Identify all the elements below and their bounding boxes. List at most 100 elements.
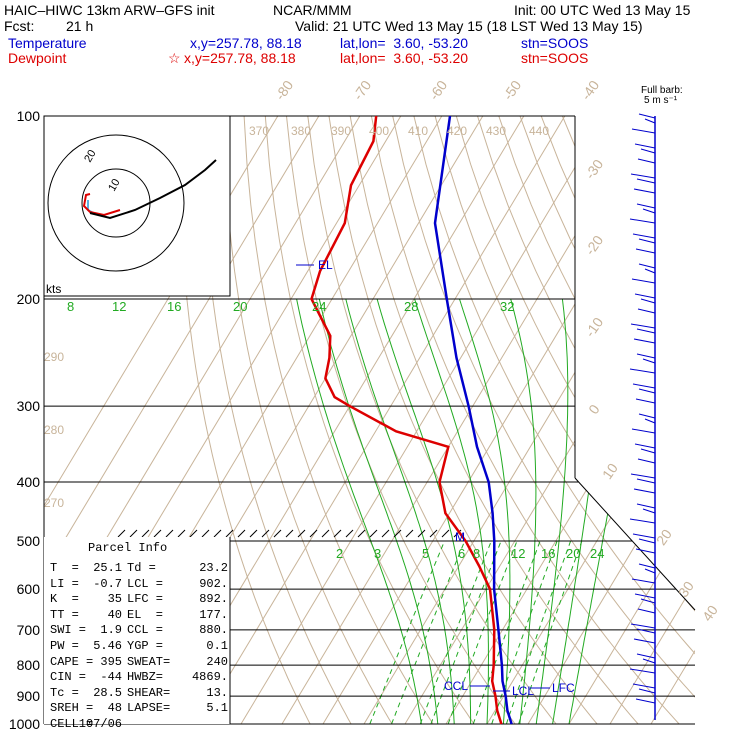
isotherm-label: -60	[426, 77, 451, 103]
hatch-mark	[441, 529, 450, 538]
pressure-tick-label: 600	[17, 581, 41, 597]
hatch-mark	[321, 529, 330, 538]
wind-barb	[632, 233, 656, 239]
hatch-mark	[333, 529, 342, 538]
wind-barb	[644, 568, 656, 574]
pressure-tick-label: 900	[17, 688, 41, 704]
isotherm-label: 20	[653, 526, 675, 548]
hatch-mark	[345, 529, 354, 538]
theta-label: 290	[44, 350, 64, 364]
parcel-info-key: SWI =	[50, 623, 87, 638]
parcel-info-key: LI =	[50, 576, 79, 591]
barb-legend-line2: 5 m s⁻¹	[644, 95, 678, 106]
hatch-mark	[273, 529, 282, 538]
isotherm-line	[486, 116, 695, 724]
temperature-xy: x,y=257.78, 88.18	[190, 35, 302, 51]
parcel-info-value: 4869.	[191, 670, 228, 685]
wind-barb	[636, 503, 656, 509]
wind-barb	[636, 328, 656, 334]
dry-adiabat-line	[498, 116, 695, 724]
hodograph-units: kts	[46, 282, 62, 296]
wind-barb	[636, 353, 656, 359]
theta-label: 440	[529, 124, 549, 138]
parcel-info-title: Parcel Info	[88, 541, 168, 555]
hatch-mark	[117, 529, 126, 538]
parcel-info-key: CELL =	[50, 717, 94, 731]
isotherm-line	[281, 116, 648, 724]
wind-barb	[631, 428, 656, 434]
parcel-info-value: 35	[107, 592, 122, 607]
theta-label: 270	[44, 496, 64, 510]
isotherm-label: 10	[599, 460, 621, 482]
dry-adiabat-line	[201, 116, 352, 724]
wind-barb	[633, 638, 656, 644]
dewpoint-line	[310, 115, 503, 725]
mixing-ratio-label: 2	[336, 546, 343, 561]
wind-barb	[638, 563, 656, 569]
moist-adiabat-label: 12	[112, 299, 126, 314]
wind-barb	[634, 443, 656, 449]
hatch-mark	[129, 529, 138, 538]
isotherm-label: -80	[272, 77, 297, 103]
temperature-legend-label: Temperature	[8, 35, 87, 51]
dry-adiabat-line	[264, 116, 475, 724]
wind-barb	[642, 208, 656, 214]
pressure-tick-label: 300	[17, 398, 41, 414]
pressure-tick-label: 800	[17, 657, 41, 673]
forecast-value: 21 h	[66, 18, 94, 34]
level-marker-el: EL	[318, 258, 333, 272]
hatch-mark	[237, 529, 246, 538]
theta-label: 410	[408, 124, 428, 138]
dry-adiabat-line	[243, 116, 434, 724]
hatch-mark	[285, 529, 294, 538]
dry-adiabat-line	[604, 116, 695, 724]
mixing-ratio-label: 8	[473, 546, 480, 561]
wind-barb	[633, 488, 656, 494]
wind-barb	[640, 598, 656, 604]
wind-barb	[631, 128, 656, 134]
dry-adiabat-line	[286, 116, 516, 724]
wind-barb	[640, 448, 656, 454]
moist-adiabat-label: 24	[312, 299, 326, 314]
parcel-info-value: 1.9	[100, 623, 122, 638]
dry-adiabat-line	[413, 116, 695, 724]
isotherm-line	[568, 116, 695, 724]
pressure-tick-label: 200	[17, 291, 41, 307]
theta-label: 420	[447, 124, 467, 138]
level-marker-m: M	[455, 530, 465, 544]
isotherm-line	[609, 116, 695, 724]
parcel-info-key: LAPSE=	[127, 701, 171, 716]
hatch-mark	[189, 529, 198, 538]
parcel-info-value: 5.1	[206, 701, 228, 716]
parcel-info-value: 902.	[199, 576, 228, 591]
moist-adiabat-label: 20	[233, 299, 247, 314]
mixing-ratio-line	[369, 540, 445, 724]
theta-label: 390	[331, 124, 351, 138]
wind-barb	[631, 578, 656, 584]
mixing-ratio-label: 6	[458, 546, 465, 561]
hodograph-frame	[43, 115, 231, 297]
isotherm-label: -50	[500, 77, 525, 103]
isotherm-line	[527, 116, 695, 724]
temperature-station: stn=SOOS	[521, 35, 589, 51]
level-marker-ccl: CCL	[444, 679, 468, 693]
mixing-ratio-line	[391, 540, 466, 724]
mixing-ratio-label: 16	[541, 546, 555, 561]
parcel-info-key: TT =	[50, 607, 79, 622]
pressure-tick-label: 400	[17, 474, 41, 490]
model-title: HAIC–HIWC 13km ARW–GFS init	[4, 2, 215, 18]
parcel-info-key: K =	[50, 592, 79, 607]
hatch-mark	[165, 529, 174, 538]
hatch-mark	[261, 529, 270, 538]
isotherm-label: -40	[578, 77, 603, 103]
wind-barb	[635, 248, 656, 254]
isotherm-label: 0	[585, 401, 603, 417]
dry-adiabat-line	[540, 116, 695, 724]
isotherm-line	[445, 116, 695, 724]
wind-barb	[638, 688, 656, 694]
hodograph-trace-upper	[89, 159, 217, 220]
wind-barb	[638, 238, 656, 244]
parcel-info-key: LCL =	[127, 576, 164, 591]
